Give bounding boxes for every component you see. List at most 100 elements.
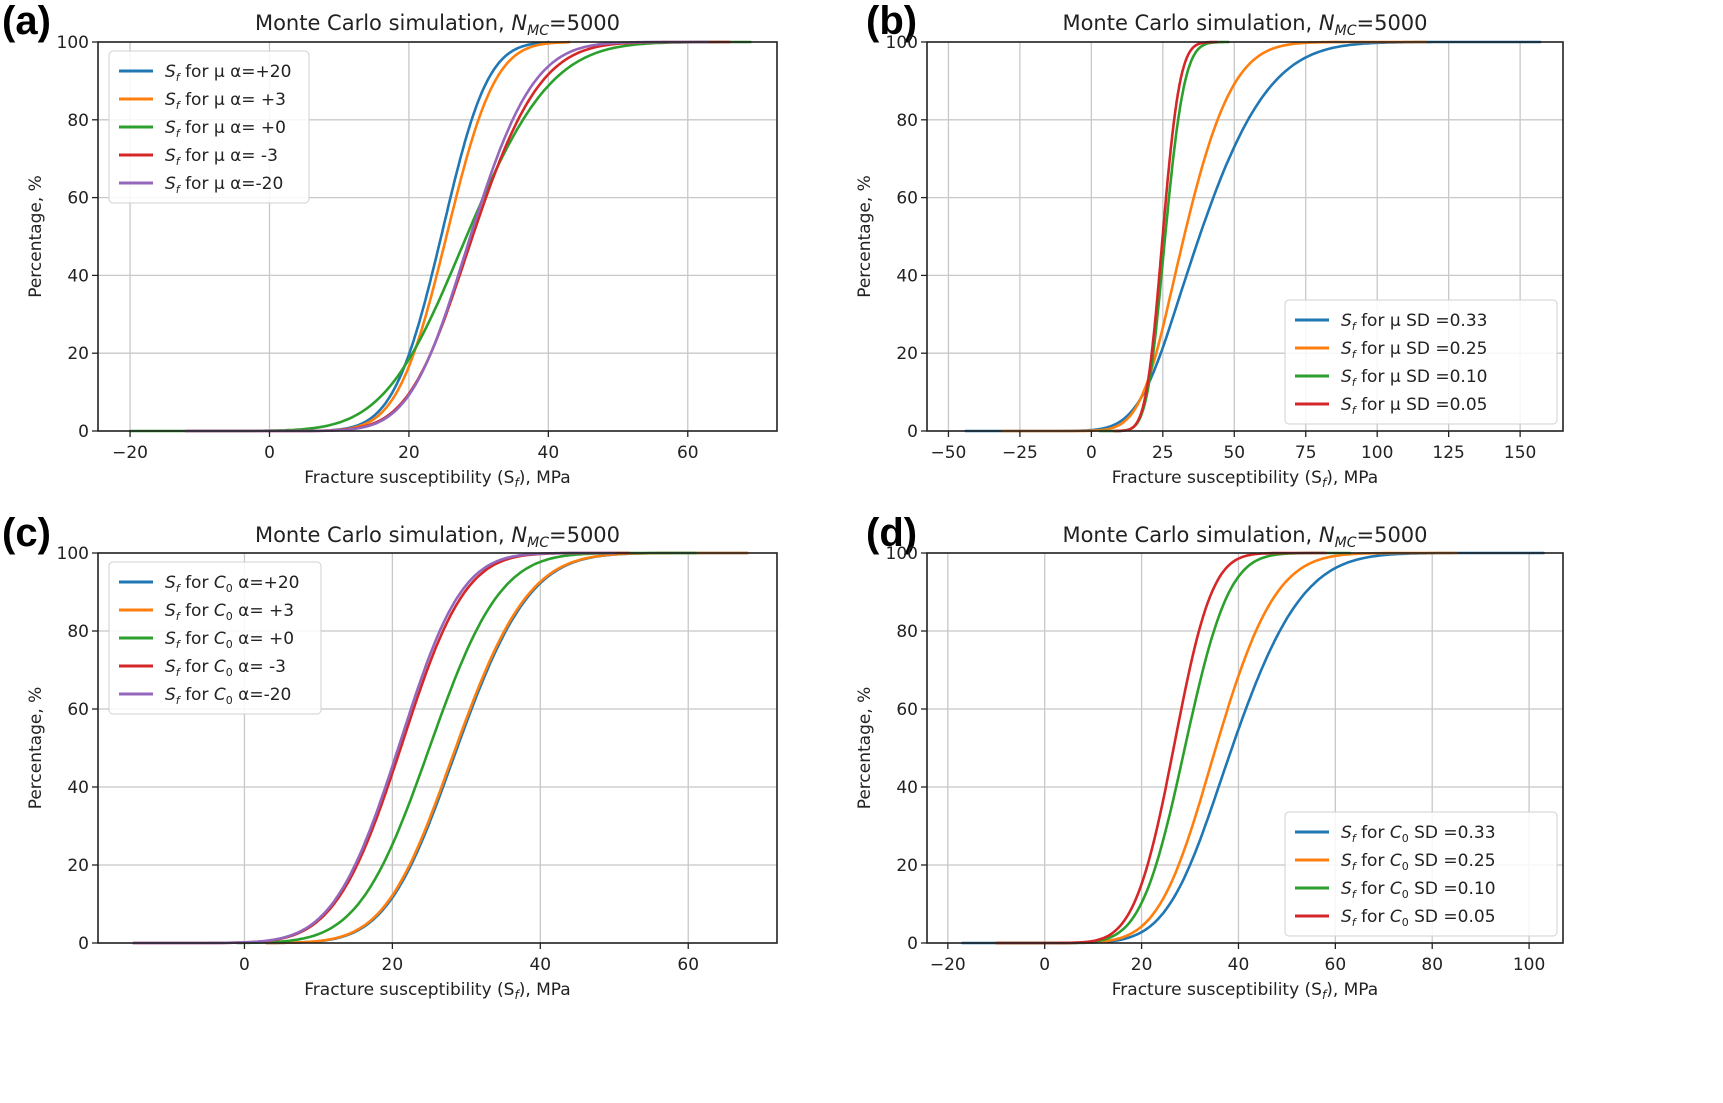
y-tick-label: 100 — [57, 33, 89, 53]
x-label-tail: ), MPa — [519, 980, 571, 1000]
y-tick-label: 80 — [896, 622, 918, 642]
legend-c-subscript: 0 — [226, 582, 233, 595]
legend-subscript: f — [176, 694, 182, 707]
legend-symbol: S — [165, 601, 176, 621]
y-tick-label: 40 — [896, 266, 918, 286]
y-axis-label: Percentage, % — [26, 175, 46, 298]
x-tick-label: 0 — [1086, 443, 1097, 463]
legend-item: Sf for C0 α= -3 — [119, 657, 286, 679]
legend-subscript: f — [176, 155, 182, 168]
legend-subscript: f — [176, 127, 182, 140]
title-subscript: MC — [1335, 23, 1357, 39]
y-tick-label: 80 — [67, 622, 89, 642]
chart-panel-c: (c) Monte Carlo simulation, NMC=5000 0 20 40… — [2, 511, 778, 1002]
x-label-tail: ), MPa — [1326, 468, 1378, 488]
series-line — [330, 40, 550, 432]
legend-item: Sf for C0 SD =0.10 — [1295, 879, 1496, 901]
legend-c: C — [214, 601, 226, 621]
x-axis-label: Fracture susceptibility (Sf), MPa — [304, 980, 570, 1002]
series-line — [994, 551, 1327, 945]
legend-subscript: f — [1352, 916, 1358, 929]
x-tick-label: 75 — [1295, 443, 1317, 463]
legend-c: C — [1390, 879, 1402, 899]
y-tick-label: 40 — [67, 266, 89, 286]
chart-title: Monte Carlo simulation, NMC=5000 — [255, 523, 620, 551]
legend-text-tail: SD =0.10 — [1409, 879, 1496, 899]
legend-c-subscript: 0 — [1402, 916, 1409, 929]
legend-item: Sf for μ SD =0.05 — [1295, 395, 1487, 417]
y-axis-label: Percentage, % — [26, 687, 46, 810]
chart-panel-d: (d) Monte Carlo simulation, NMC=5000 −20 0 2… — [855, 511, 1564, 1002]
y-tick-label: 80 — [896, 111, 918, 131]
series-line — [265, 551, 749, 945]
legend-text-tail: α=-20 — [233, 685, 292, 705]
legend-label: Sf for μ SD =0.05 — [1341, 395, 1487, 417]
legend-c-subscript: 0 — [1402, 860, 1409, 873]
x-label-tail: ), MPa — [519, 468, 571, 488]
legend-c: C — [1390, 907, 1402, 927]
x-tick-label: −20 — [112, 443, 148, 463]
x-axis-label: Fracture susceptibility (Sf), MPa — [1112, 980, 1378, 1002]
y-tick-label: 60 — [67, 700, 89, 720]
legend-subscript: f — [1352, 404, 1358, 417]
legend-symbol: S — [1341, 823, 1352, 843]
chart-title: Monte Carlo simulation, NMC=5000 — [1062, 523, 1427, 551]
series-line — [1112, 40, 1219, 433]
axes-frame — [97, 552, 778, 944]
title-tail: =5000 — [1356, 11, 1427, 35]
y-axis-label: Percentage, % — [855, 687, 875, 810]
x-tick-label: −25 — [1002, 443, 1038, 463]
x-tick-label: 60 — [1325, 955, 1347, 975]
axes-frame — [97, 41, 778, 432]
legend-symbol: S — [165, 174, 176, 194]
legend-text: for — [1356, 851, 1390, 871]
legend-c-subscript: 0 — [226, 666, 233, 679]
chart-panel-a: (a) Monte Carlo simulation, NMC=5000 −20 0 2… — [2, 0, 778, 490]
legend-text: for μ α=+20 — [180, 62, 292, 82]
legend-text: for μ SD =0.33 — [1356, 311, 1488, 331]
series-line — [265, 551, 749, 945]
legend-label: Sf for μ α= +0 — [165, 118, 286, 140]
x-tick-label: 150 — [1504, 443, 1536, 463]
title-symbol: N — [1319, 523, 1335, 547]
x-tick-label: 50 — [1223, 443, 1245, 463]
x-tick-label: 60 — [677, 955, 699, 975]
title-subscript: MC — [527, 535, 549, 551]
x-tick-label: 40 — [538, 443, 560, 463]
x-axis-label: Fracture susceptibility (Sf), MPa — [304, 468, 570, 490]
legend-symbol: S — [1341, 367, 1352, 387]
series-line — [330, 40, 571, 432]
legend-text: for μ α= +0 — [180, 118, 286, 138]
y-tick-label: 0 — [78, 934, 89, 954]
legend-text: for μ α=-20 — [180, 174, 284, 194]
legend-label: Sf for C0 α=+20 — [165, 573, 299, 595]
legend-c: C — [214, 685, 226, 705]
legend-item: Sf for C0 α=-20 — [119, 685, 291, 707]
legend-item: Sf for C0 SD =0.25 — [1295, 851, 1496, 873]
x-label-subscript: f — [514, 476, 520, 490]
legend-text-tail: SD =0.33 — [1409, 823, 1496, 843]
y-axis-label: Percentage, % — [855, 175, 875, 298]
x-axis-label: Fracture susceptibility (Sf), MPa — [1112, 468, 1378, 490]
panel-label: (a) — [2, 0, 51, 43]
x-tick-label: −20 — [930, 955, 966, 975]
legend-item: Sf for μ α= -3 — [119, 146, 278, 168]
y-tick-label: 60 — [896, 189, 918, 209]
legend-subscript: f — [176, 99, 182, 112]
x-tick-label: −50 — [930, 443, 966, 463]
legend-subscript: f — [176, 582, 182, 595]
legend-text: for — [180, 573, 214, 593]
chart-title: Monte Carlo simulation, NMC=5000 — [1062, 11, 1427, 39]
y-tick-label: 100 — [886, 544, 918, 564]
legend-text-tail: α= -3 — [233, 657, 286, 677]
legend-label: Sf for C0 SD =0.33 — [1341, 823, 1496, 845]
legend-label: Sf for μ α= +3 — [165, 90, 286, 112]
legend-symbol: S — [165, 90, 176, 110]
legend-item: Sf for μ α= +3 — [119, 90, 286, 112]
chart-panel-b: (b) Monte Carlo simulation, NMC=5000 −50 −2… — [855, 0, 1564, 490]
legend-symbol: S — [165, 118, 176, 138]
legend-label: Sf for μ α=+20 — [165, 62, 291, 84]
title-tail: =5000 — [549, 523, 620, 547]
